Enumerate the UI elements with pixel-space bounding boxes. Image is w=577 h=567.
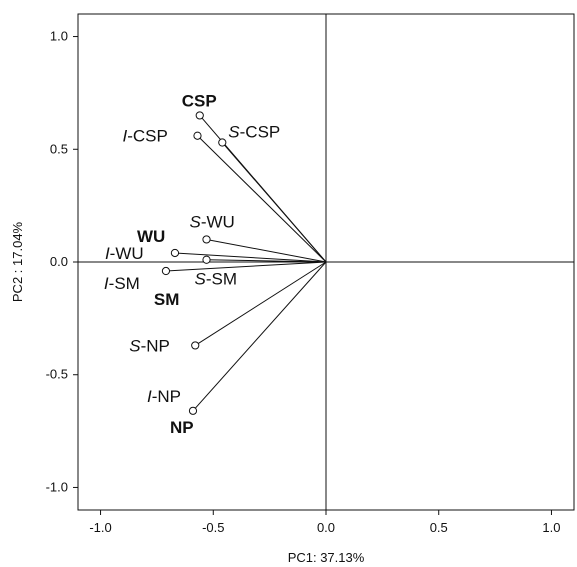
x-axis-label: PC1: 37.13% [288, 550, 365, 565]
point-label: S-CSP [228, 123, 280, 142]
loading-vector [174, 252, 327, 263]
point-label-text: -NP [141, 336, 170, 355]
point-label: SM [154, 290, 180, 309]
point-label-text: -WU [110, 244, 144, 263]
x-tick-label: -1.0 [89, 520, 111, 535]
point-label-text: WU [137, 227, 165, 246]
point-label-text: -CSP [127, 127, 168, 146]
y-tick-label: -1.0 [46, 479, 68, 494]
point-label-text: SM [154, 290, 180, 309]
point-label: S-NP [129, 336, 170, 355]
point-label-text: NP [170, 418, 194, 437]
point-label-text: -NP [152, 387, 181, 406]
point-label-prefix: I [104, 274, 109, 293]
loading-point [202, 235, 211, 244]
x-tick-label: 0.5 [430, 520, 448, 535]
y-tick-label: 0.0 [50, 254, 68, 269]
point-label: S-SM [195, 270, 238, 289]
loading-vector [192, 261, 327, 412]
point-label-prefix: S [129, 336, 141, 355]
loading-point [161, 266, 171, 276]
y-tick-label: 0.5 [50, 141, 68, 156]
point-label: WU [137, 227, 165, 246]
x-tick-label: -0.5 [202, 520, 224, 535]
point-label-prefix: S [228, 123, 240, 142]
point-label-prefix: I [147, 387, 152, 406]
y-tick-label: -0.5 [46, 367, 68, 382]
point-label-prefix: S [195, 270, 207, 289]
loading-vector [221, 142, 327, 263]
loading-vector [165, 261, 327, 272]
loading-point [193, 131, 202, 140]
loading-vector [206, 259, 327, 263]
point-label-text: -WU [201, 212, 235, 231]
y-tick-label: 1.0 [50, 29, 68, 44]
loading-point [195, 111, 204, 120]
point-label-text: -CSP [240, 123, 281, 142]
point-label-prefix: I [122, 127, 127, 146]
point-label: CSP [182, 91, 217, 110]
loading-point [191, 341, 200, 350]
point-label: S-WU [190, 212, 235, 231]
point-label: I-SM [104, 274, 140, 293]
point-label-prefix: I [105, 244, 110, 263]
loading-vector [206, 238, 327, 263]
loading-point [202, 255, 211, 264]
point-label-text: CSP [182, 91, 217, 110]
point-label: I-WU [105, 244, 144, 263]
point-label: I-NP [147, 387, 181, 406]
loading-point [188, 406, 198, 415]
point-label-text: -SM [206, 270, 237, 289]
point-label: I-CSP [122, 127, 167, 146]
loading-vector [197, 135, 327, 263]
y-axis-label: PC2 : 17.04% [10, 221, 25, 302]
loading-point [218, 138, 227, 147]
point-label: NP [170, 418, 194, 437]
point-label-prefix: S [190, 212, 202, 231]
x-tick-label: 0.0 [317, 520, 335, 535]
x-tick-label: 1.0 [542, 520, 560, 535]
point-label-text: -SM [109, 274, 140, 293]
loading-point [170, 248, 180, 258]
loading-vector [194, 261, 327, 346]
